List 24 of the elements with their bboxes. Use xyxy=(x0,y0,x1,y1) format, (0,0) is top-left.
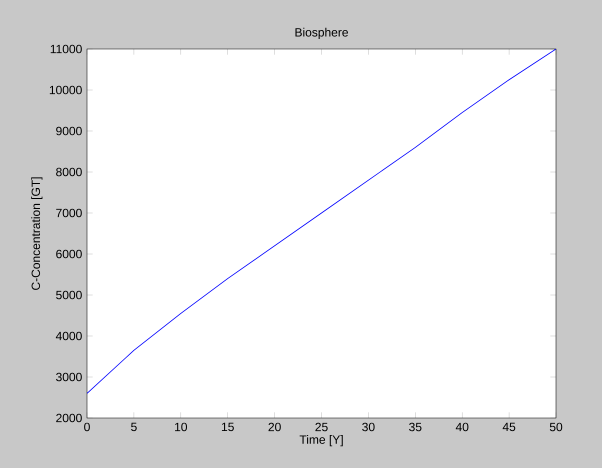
y-tick-label: 2000 xyxy=(56,414,82,422)
x-tick-label: 50 xyxy=(550,422,562,432)
y-tick-label: 10000 xyxy=(50,86,82,94)
x-axis-title: Time [Y] xyxy=(300,435,343,446)
x-tick-label: 25 xyxy=(315,422,328,432)
chart-title: Biosphere xyxy=(295,28,348,39)
x-tick-label: 30 xyxy=(362,422,375,432)
x-tick-label: 20 xyxy=(268,422,281,432)
x-tick-label: 40 xyxy=(456,422,468,432)
y-tick-label: 9000 xyxy=(56,126,82,136)
y-tick-label: 3000 xyxy=(56,372,82,382)
y-axis-title: C-Concentration [GT] xyxy=(31,177,42,290)
y-tick-label: 6000 xyxy=(56,250,82,258)
y-tick-label: 11000 xyxy=(50,44,82,54)
y-tick-label: 5000 xyxy=(56,290,82,300)
x-tick-label: 0 xyxy=(84,422,90,432)
y-tick-label: 4000 xyxy=(56,332,82,340)
y-tick-label: 7000 xyxy=(56,208,82,218)
x-tick-label: 5 xyxy=(131,422,137,432)
x-tick-label: 15 xyxy=(222,422,234,432)
x-tick-label: 45 xyxy=(502,422,516,432)
x-tick-label: 35 xyxy=(409,422,422,432)
y-tick-label: 8000 xyxy=(56,168,82,176)
x-tick-label: 10 xyxy=(175,422,188,432)
